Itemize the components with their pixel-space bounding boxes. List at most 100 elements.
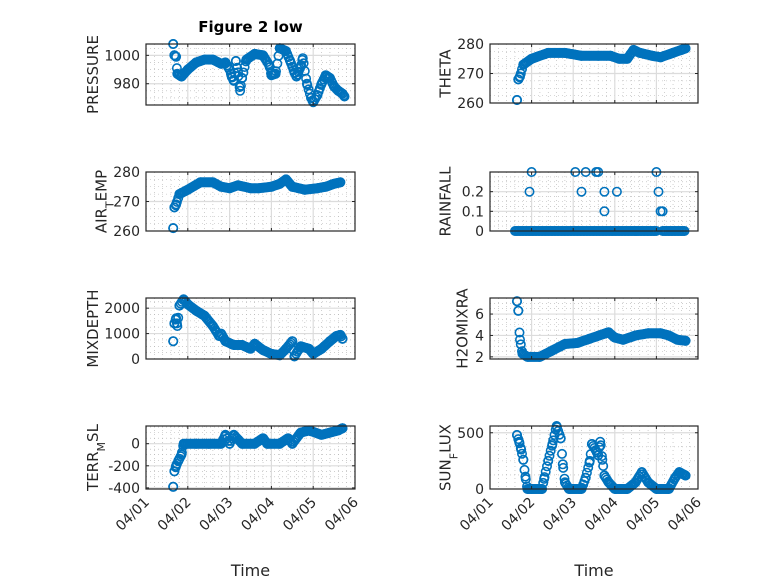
y-tick-label: 0 <box>475 482 484 498</box>
y-tick-label: -200 <box>108 459 140 475</box>
y-tick-label: 6 <box>475 307 484 323</box>
data-point <box>520 474 531 485</box>
chart-title: Figure 2 low <box>198 18 303 36</box>
data-point <box>169 50 180 61</box>
data-point <box>234 82 245 93</box>
data-point <box>555 433 566 444</box>
data-point <box>594 442 605 453</box>
data-point <box>515 68 526 79</box>
y-tick-label: 0.1 <box>462 204 484 220</box>
y-axis-label: H2OMIXRA <box>454 288 472 369</box>
y-tick-label: 1000 <box>104 327 140 343</box>
x-axis-label: Time <box>573 561 613 580</box>
data-point <box>171 318 182 329</box>
y-tick-label: 280 <box>113 165 140 181</box>
y-tick-label: 260 <box>457 96 484 112</box>
y-tick-label: 500 <box>457 426 484 442</box>
x-tick-label: 04/05 <box>280 495 320 535</box>
axes-box <box>145 43 356 106</box>
y-tick-label: 0 <box>131 437 140 453</box>
axes-box <box>145 297 356 360</box>
data-point <box>176 447 187 458</box>
data-point <box>514 334 525 345</box>
data-point <box>598 460 609 471</box>
axes-box <box>489 297 699 360</box>
y-axis-label: SUNFLUX <box>437 424 461 491</box>
data-point <box>576 186 587 197</box>
x-tick-label: 04/06 <box>322 494 362 534</box>
data-point <box>515 339 526 350</box>
data-point <box>581 467 592 478</box>
data-point <box>513 434 524 445</box>
axes-box <box>145 425 356 490</box>
y-tick-label: 270 <box>457 67 484 83</box>
data-point <box>680 335 691 346</box>
data-point <box>311 92 322 103</box>
y-tick-label: 0 <box>131 352 140 368</box>
data-point <box>524 186 535 197</box>
x-tick-label: 04/01 <box>113 495 153 535</box>
y-axis-label: MIXDEPTH <box>84 289 102 367</box>
x-tick-label: 04/02 <box>499 495 539 535</box>
data-point <box>545 445 556 456</box>
data-point <box>168 223 179 234</box>
y-tick-label: 280 <box>457 37 484 53</box>
axes-box <box>489 425 699 490</box>
data-point <box>599 186 610 197</box>
data-point <box>546 440 557 451</box>
y-tick-label: 2 <box>475 350 484 366</box>
data-point <box>540 466 551 477</box>
data-point <box>599 206 610 217</box>
data-point <box>337 88 348 99</box>
y-tick-label: -400 <box>108 481 140 497</box>
y-tick-label: 2000 <box>104 301 140 317</box>
data-point <box>515 443 526 454</box>
data-point <box>262 56 273 67</box>
subplot-8: 04/01 04/02 04/03 04/04 04/05 04/06 0 500SUNFLU… <box>437 420 705 580</box>
data-point <box>611 186 622 197</box>
x-tick-label: 04/03 <box>540 495 580 535</box>
data-point <box>338 90 349 101</box>
y-tick-label: 260 <box>113 224 140 240</box>
data-point <box>580 472 591 483</box>
data-point <box>301 73 312 84</box>
data-point <box>168 336 179 347</box>
data-point <box>518 454 529 465</box>
data-point <box>287 336 298 347</box>
data-point <box>596 451 607 462</box>
data-point <box>516 448 527 459</box>
y-axis-label: PRESSURE <box>84 35 102 114</box>
data-point <box>556 448 567 459</box>
y-tick-label: 1000 <box>104 48 140 64</box>
data-point <box>544 450 555 461</box>
y-axis-label: THETA <box>437 49 455 99</box>
x-tick-label: 04/04 <box>582 494 622 534</box>
x-tick-label: 04/06 <box>665 494 705 534</box>
data-point <box>513 305 524 316</box>
data-point <box>235 85 246 96</box>
data-point <box>541 461 552 472</box>
data-point <box>539 472 550 483</box>
data-point <box>337 333 348 344</box>
data-point <box>557 459 568 470</box>
data-point <box>337 423 348 434</box>
y-tick-label: 4 <box>475 328 484 344</box>
subplot-4: 0 0.1 0.2 RAINFALL <box>437 166 699 240</box>
x-tick-label: 04/03 <box>197 495 237 535</box>
x-axis-label: Time <box>230 561 270 580</box>
data-point <box>543 455 554 466</box>
x-tick-label: 04/02 <box>155 495 195 535</box>
data-point <box>237 73 248 84</box>
y-tick-label: 980 <box>113 77 140 93</box>
y-tick-label: 0 <box>475 224 484 240</box>
data-point <box>511 296 522 307</box>
data-point <box>653 186 664 197</box>
y-tick-label: 270 <box>113 195 140 211</box>
data-point <box>334 177 345 188</box>
data-point <box>583 462 594 473</box>
x-tick-label: 04/01 <box>457 495 497 535</box>
data-point <box>170 51 181 62</box>
